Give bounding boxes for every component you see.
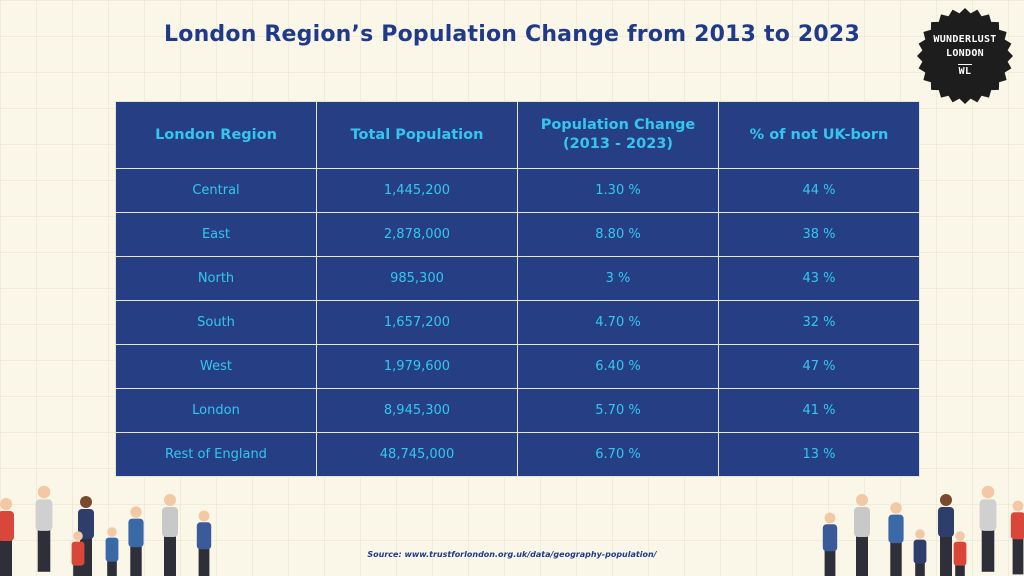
not-uk-born-cell: 32 % — [718, 300, 920, 345]
person-icon — [0, 498, 14, 576]
population-change-cell: 5.70 % — [517, 388, 719, 433]
badge-line-1: WUNDERLUST — [933, 34, 997, 45]
table-row: East 2,878,000 8.80 % 38 % — [115, 212, 920, 257]
wunderlust-london-logo: WUNDERLUST LONDON WL — [917, 8, 1013, 104]
not-uk-born-cell: 43 % — [718, 256, 920, 301]
population-change-cell: 4.70 % — [517, 300, 719, 345]
person-icon — [979, 485, 997, 572]
not-uk-born-cell: 38 % — [718, 212, 920, 257]
table-header-row: London Region Total Population Populatio… — [115, 101, 920, 169]
population-change-cell: 6.70 % — [517, 432, 719, 477]
table-row: West 1,979,600 6.40 % 47 % — [115, 344, 920, 389]
region-cell: Rest of England — [115, 432, 317, 477]
person-icon — [913, 529, 927, 576]
page-title: London Region’s Population Change from 2… — [164, 22, 860, 47]
person-icon — [1010, 500, 1024, 575]
header-not-uk-born: % of not UK-born — [718, 101, 920, 169]
person-icon — [953, 531, 967, 576]
badge-seal-icon — [917, 8, 1013, 104]
header-london-region: London Region — [115, 101, 317, 169]
table-row: South 1,657,200 4.70 % 32 % — [115, 300, 920, 345]
people-illustration-right-icon — [822, 485, 1024, 576]
table-row: North 985,300 3 % 43 % — [115, 256, 920, 301]
header-population-change-text: Population Change (2013 - 2023) — [540, 117, 696, 152]
region-cell: East — [115, 212, 317, 257]
total-population-cell: 985,300 — [316, 256, 518, 301]
table-row: Rest of England 48,745,000 6.70 % 13 % — [115, 432, 920, 477]
source-citation: Source: www.trustforlondon.org.uk/data/g… — [367, 550, 657, 559]
person-icon — [105, 527, 119, 576]
person-icon — [854, 494, 870, 576]
population-change-cell: 8.80 % — [517, 212, 719, 257]
population-change-cell: 3 % — [517, 256, 719, 301]
not-uk-born-cell: 47 % — [718, 344, 920, 389]
region-cell: North — [115, 256, 317, 301]
total-population-cell: 1,445,200 — [316, 168, 518, 213]
total-population-cell: 2,878,000 — [316, 212, 518, 257]
not-uk-born-cell: 44 % — [718, 168, 920, 213]
region-cell: South — [115, 300, 317, 345]
person-icon — [128, 506, 144, 576]
header-total-population: Total Population — [316, 101, 518, 169]
person-icon — [162, 494, 178, 576]
badge-line-3: WL — [958, 66, 972, 77]
badge-divider — [958, 64, 972, 65]
table-row: London 8,945,300 5.70 % 41 % — [115, 388, 920, 433]
not-uk-born-cell: 41 % — [718, 388, 920, 433]
total-population-cell: 8,945,300 — [316, 388, 518, 433]
total-population-cell: 1,657,200 — [316, 300, 518, 345]
total-population-cell: 48,745,000 — [316, 432, 518, 477]
table-row: Central 1,445,200 1.30 % 44 % — [115, 168, 920, 213]
total-population-cell: 1,979,600 — [316, 344, 518, 389]
region-cell: West — [115, 344, 317, 389]
population-table: London Region Total Population Populatio… — [115, 101, 920, 477]
population-change-cell: 6.40 % — [517, 344, 719, 389]
header-population-change: Population Change (2013 - 2023) — [517, 101, 719, 169]
person-icon — [35, 485, 53, 572]
person-icon — [196, 510, 212, 576]
region-cell: London — [115, 388, 317, 433]
people-illustration-left-icon — [0, 485, 212, 576]
population-change-cell: 1.30 % — [517, 168, 719, 213]
person-icon — [938, 494, 954, 576]
badge-line-2: LONDON — [946, 48, 984, 59]
region-cell: Central — [115, 168, 317, 213]
person-icon — [822, 512, 838, 576]
person-icon — [888, 502, 904, 576]
person-icon — [71, 531, 85, 576]
not-uk-born-cell: 13 % — [718, 432, 920, 477]
